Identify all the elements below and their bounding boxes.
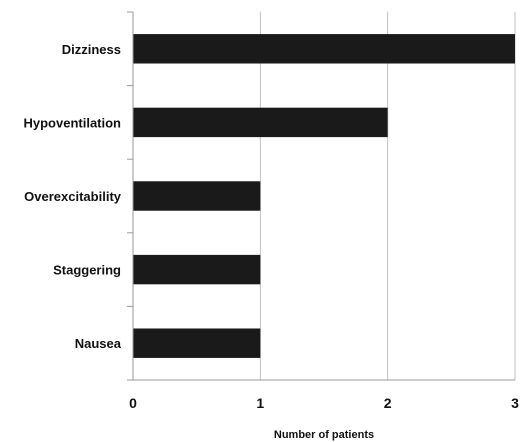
bar-overexcitability (133, 181, 261, 211)
x-tick-label-0: 0 (129, 395, 137, 411)
labels: Dizziness Hypoventilation Overexcitability… (23, 42, 519, 411)
category-label-hypoventilation: Hypoventilation (23, 115, 121, 130)
category-label-staggering: Staggering (53, 263, 121, 278)
category-label-nausea: Nausea (75, 336, 122, 351)
gridlines (259, 12, 516, 380)
category-label-dizziness: Dizziness (62, 42, 121, 57)
bar-hypoventilation (133, 107, 388, 138)
x-tick-label-3: 3 (511, 395, 519, 411)
x-axis-title: Number of patients (274, 429, 374, 441)
bar-dizziness (133, 34, 515, 64)
x-tick-label-1: 1 (256, 395, 264, 411)
x-tick-label-2: 2 (384, 395, 392, 411)
category-label-overexcitability: Overexcitability (24, 189, 122, 204)
bar-nausea (133, 328, 261, 358)
bars (133, 34, 515, 358)
axes (127, 11, 515, 381)
bar-staggering (133, 254, 261, 285)
